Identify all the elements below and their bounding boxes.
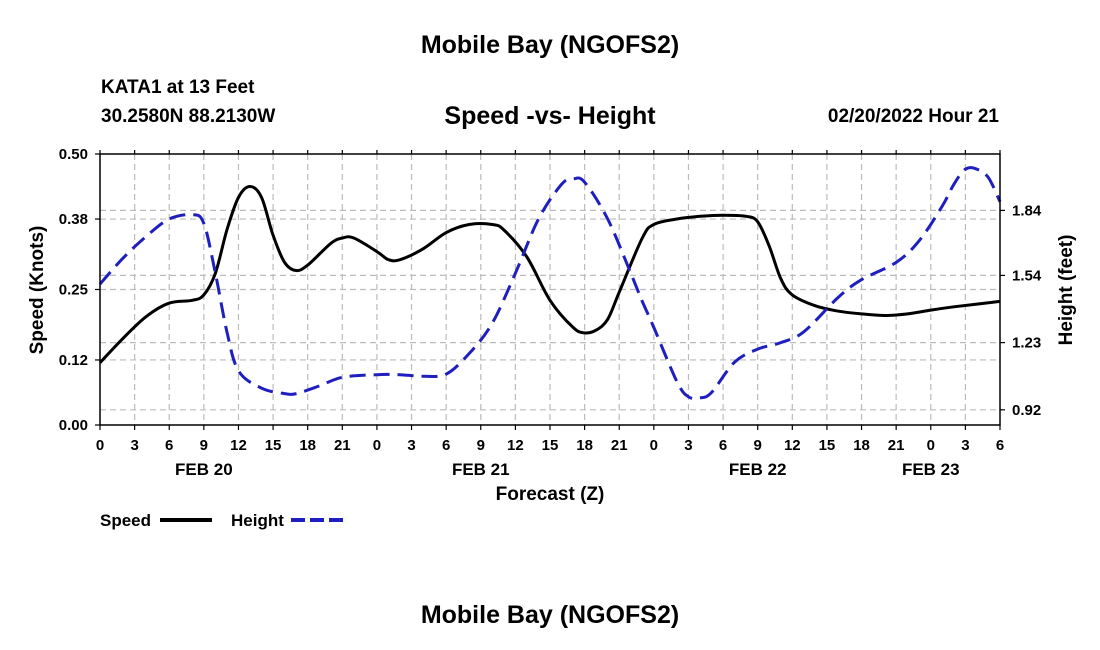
x-tick-label: 3 xyxy=(407,437,415,454)
series-lines xyxy=(98,166,1002,401)
legend: Speed Height xyxy=(100,511,343,530)
x-date-label: FEB 20 xyxy=(175,460,233,479)
legend-speed-label: Speed xyxy=(100,511,151,530)
chart-subtitle: Speed -vs- Height xyxy=(444,102,656,130)
x-tick-label: 18 xyxy=(576,437,593,454)
x-tick-label: 15 xyxy=(542,437,559,454)
x-tick-label: 15 xyxy=(265,437,282,454)
x-tick-label: 12 xyxy=(784,437,801,454)
y2-axis-title: Height (feet) xyxy=(1056,235,1077,346)
x-tick-label: 21 xyxy=(334,437,351,454)
x-tick-label: 18 xyxy=(853,437,870,454)
x-tick-label: 6 xyxy=(165,437,173,454)
x-tick-label: 0 xyxy=(650,437,658,454)
x-tick-label: 6 xyxy=(442,437,450,454)
x-tick-label: 0 xyxy=(96,437,104,454)
y2-tick-label: 1.84 xyxy=(1012,202,1042,219)
x-tick-label: 21 xyxy=(611,437,628,454)
x-date-label: FEB 21 xyxy=(452,460,510,479)
x-date-label: FEB 22 xyxy=(729,460,787,479)
x-tick-label: 12 xyxy=(230,437,247,454)
x-tick-label: 6 xyxy=(719,437,727,454)
y-tick-label: 0.50 xyxy=(59,146,88,163)
speed-line xyxy=(98,185,1001,364)
x-tick-label: 21 xyxy=(888,437,905,454)
chart-title: Mobile Bay (NGOFS2) xyxy=(420,31,680,59)
x-tick-label: 0 xyxy=(373,437,381,454)
y-tick-label: 0.38 xyxy=(59,211,88,228)
x-tick-label: 18 xyxy=(299,437,316,454)
y-tick-label: 0.12 xyxy=(59,352,88,369)
grid-lines xyxy=(100,154,1000,425)
forecast-datetime: 02/20/2022 Hour 21 xyxy=(827,106,999,127)
y-tick-label: 0.25 xyxy=(59,282,88,299)
station-label: KATA1 at 13 Feet xyxy=(101,77,255,98)
y2-tick-label: 1.23 xyxy=(1012,335,1041,352)
axis-labels: 0 3 6 9 12 15 18 21 0 3 6 9 12 15 18 21 0 3 6 9 12 15 18 21 0 3 6F… xyxy=(59,146,1042,479)
x-tick-label: 15 xyxy=(819,437,836,454)
y2-tick-label: 0.92 xyxy=(1012,402,1041,419)
y2-tick-label: 1.54 xyxy=(1012,267,1042,284)
x-tick-label: 6 xyxy=(996,437,1004,454)
x-axis-title: Forecast (Z) xyxy=(496,484,605,505)
x-tick-label: 3 xyxy=(961,437,969,454)
axis-ticks xyxy=(95,150,1005,430)
y-tick-label: 0.00 xyxy=(59,417,88,434)
x-tick-label: 9 xyxy=(477,437,485,454)
x-tick-label: 0 xyxy=(927,437,935,454)
x-date-label: FEB 23 xyxy=(902,460,960,479)
height-line xyxy=(98,166,1002,401)
x-tick-label: 3 xyxy=(684,437,692,454)
x-tick-label: 9 xyxy=(200,437,208,454)
x-tick-label: 3 xyxy=(130,437,138,454)
x-tick-label: 9 xyxy=(754,437,762,454)
footer-title: Mobile Bay (NGOFS2) xyxy=(420,601,680,629)
station-coords: 30.2580N 88.2130W xyxy=(101,106,276,127)
legend-height-label: Height xyxy=(231,511,284,530)
y-axis-title: Speed (Knots) xyxy=(27,226,48,355)
x-tick-label: 12 xyxy=(507,437,524,454)
